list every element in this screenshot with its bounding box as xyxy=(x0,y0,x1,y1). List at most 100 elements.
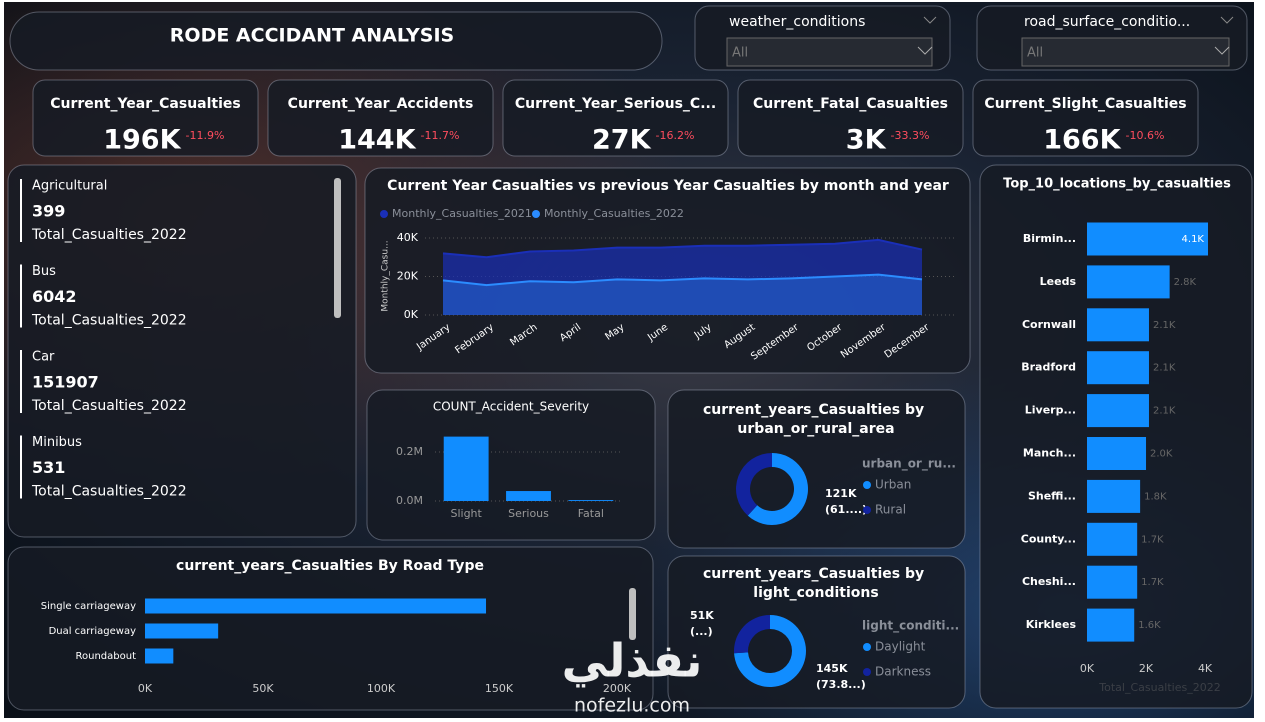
vehicle-name: Bus xyxy=(32,264,56,279)
x-tick-label: 4K xyxy=(1198,662,1213,675)
vehicle-value: 531 xyxy=(32,458,65,477)
legend-label: Darkness xyxy=(875,665,931,679)
y-tick-label: Kirklees xyxy=(1026,618,1077,631)
legend-swatch xyxy=(863,668,871,676)
legend-swatch xyxy=(863,481,871,489)
data-label: 51K (...) xyxy=(690,609,718,638)
y-tick-label: County... xyxy=(1021,532,1076,545)
data-label: 1.8K xyxy=(1144,491,1167,502)
data-label: 4.1K xyxy=(1182,234,1205,245)
kpi-card xyxy=(502,79,729,157)
x-tick-label: 0K xyxy=(1080,662,1095,675)
bar xyxy=(1087,522,1138,556)
kpi-value: 144K xyxy=(338,125,416,156)
legend-swatch xyxy=(863,643,871,651)
kpi-change: -11.9% xyxy=(186,129,225,142)
data-label: 1.7K xyxy=(1141,534,1164,545)
y-tick-label: Bradford xyxy=(1021,361,1076,374)
watermark: نفذلي xyxy=(562,634,703,688)
y-tick-label: Dual carriageway xyxy=(49,626,137,637)
severity-panel xyxy=(366,389,656,541)
vehicle-panel xyxy=(7,164,357,538)
kpi-value: 166K xyxy=(1043,125,1121,156)
filter-value: All xyxy=(732,46,748,61)
series-line xyxy=(442,238,923,259)
chart-title: Current Year Casualties vs previous Year… xyxy=(387,178,949,194)
vehicle-value: 399 xyxy=(32,202,65,221)
x-tick-label: 0K xyxy=(138,682,153,695)
kpi-label: Current_Year_Casualties xyxy=(50,96,241,112)
x-tick-label: Slight xyxy=(450,507,482,520)
vehicle-measure: Total_Casualties_2022 xyxy=(31,484,187,500)
x-tick-label: Serious xyxy=(508,507,549,520)
scrollbar[interactable] xyxy=(629,588,636,640)
bar xyxy=(1087,565,1138,599)
legend-label: Rural xyxy=(875,503,906,517)
chart-title: COUNT_Accident_Severity xyxy=(433,400,589,414)
kpi-change: -11.7% xyxy=(421,129,460,142)
bar xyxy=(145,598,487,614)
donut-slice xyxy=(747,453,808,525)
kpi-change: -10.6% xyxy=(1126,129,1165,142)
filter-label: road_surface_conditio... xyxy=(1024,14,1190,30)
x-tick-label: 100K xyxy=(367,682,396,695)
bar xyxy=(1087,351,1149,385)
donut-slice xyxy=(734,615,806,687)
legend-swatch xyxy=(380,210,388,218)
chart-title: current_years_Casualties by urban_or_rur… xyxy=(703,402,929,437)
filter-value: All xyxy=(1027,46,1043,61)
kpi-card xyxy=(32,79,259,157)
chevron xyxy=(1220,16,1234,24)
vehicle-value: 151907 xyxy=(32,373,99,392)
y-tick-label: Cheshi... xyxy=(1022,575,1076,588)
y-tick-label: Cornwall xyxy=(1022,318,1076,331)
kpi-label: Current_Year_Accidents xyxy=(288,96,474,112)
kpi-value: 27K xyxy=(592,125,652,156)
kpi-change: -16.2% xyxy=(656,129,695,142)
kpi-change: -33.3% xyxy=(891,129,930,142)
dropdown[interactable] xyxy=(1021,37,1230,67)
y-tick-label: Sheffi... xyxy=(1028,489,1076,502)
y-tick-label: 20K xyxy=(397,270,419,283)
bar xyxy=(1087,479,1141,513)
x-tick-label: 150K xyxy=(485,682,514,695)
legend-label: Monthly_Casualties_2022 xyxy=(544,207,684,220)
vehicle-measure: Total_Casualties_2022 xyxy=(31,227,187,243)
bar xyxy=(1087,608,1135,642)
data-label: 1.7K xyxy=(1141,577,1164,588)
bar xyxy=(443,436,489,501)
bar xyxy=(1087,437,1147,470)
data-label: 1.6K xyxy=(1138,620,1161,631)
data-label: 121K (61....) xyxy=(825,487,867,516)
title-panel xyxy=(9,11,663,71)
dropdown[interactable] xyxy=(726,37,933,67)
series-line xyxy=(442,273,923,287)
bar xyxy=(1087,222,1208,256)
y-tick-label: Roundabout xyxy=(76,651,137,662)
y-tick-label: Liverp... xyxy=(1025,404,1076,417)
kpi-label: Current_Slight_Casualties xyxy=(984,96,1186,112)
scrollbar[interactable] xyxy=(334,178,341,318)
y-axis-label: Monthly_Casu... xyxy=(381,240,391,311)
vehicle-name: Car xyxy=(32,350,55,365)
bar xyxy=(145,623,219,639)
data-label: 2.1K xyxy=(1153,320,1176,331)
donut-slice xyxy=(734,615,770,654)
vehicle-measure: Total_Casualties_2022 xyxy=(31,398,187,414)
legend-title: light_conditi... xyxy=(862,619,959,634)
y-tick-label: 0.0M xyxy=(396,494,423,507)
legend-title: urban_or_ru... xyxy=(862,457,956,472)
kpi-value: 3K xyxy=(846,125,887,156)
chart-title: current_years_Casualties By Road Type xyxy=(176,558,484,574)
kpi-card xyxy=(737,79,964,157)
road-type-panel xyxy=(7,546,654,711)
data-label: 2.1K xyxy=(1153,406,1176,417)
legend-label: Daylight xyxy=(875,640,926,654)
y-tick-label: Birmin... xyxy=(1023,232,1076,245)
x-tick-label: 50K xyxy=(252,682,274,695)
legend-label: Urban xyxy=(875,478,911,492)
x-tick-label: Fatal xyxy=(578,507,604,520)
chevron xyxy=(923,16,937,24)
dashboard-title: RODE ACCIDANT ANALYSIS xyxy=(170,25,454,47)
y-tick-label: Leeds xyxy=(1040,275,1077,288)
